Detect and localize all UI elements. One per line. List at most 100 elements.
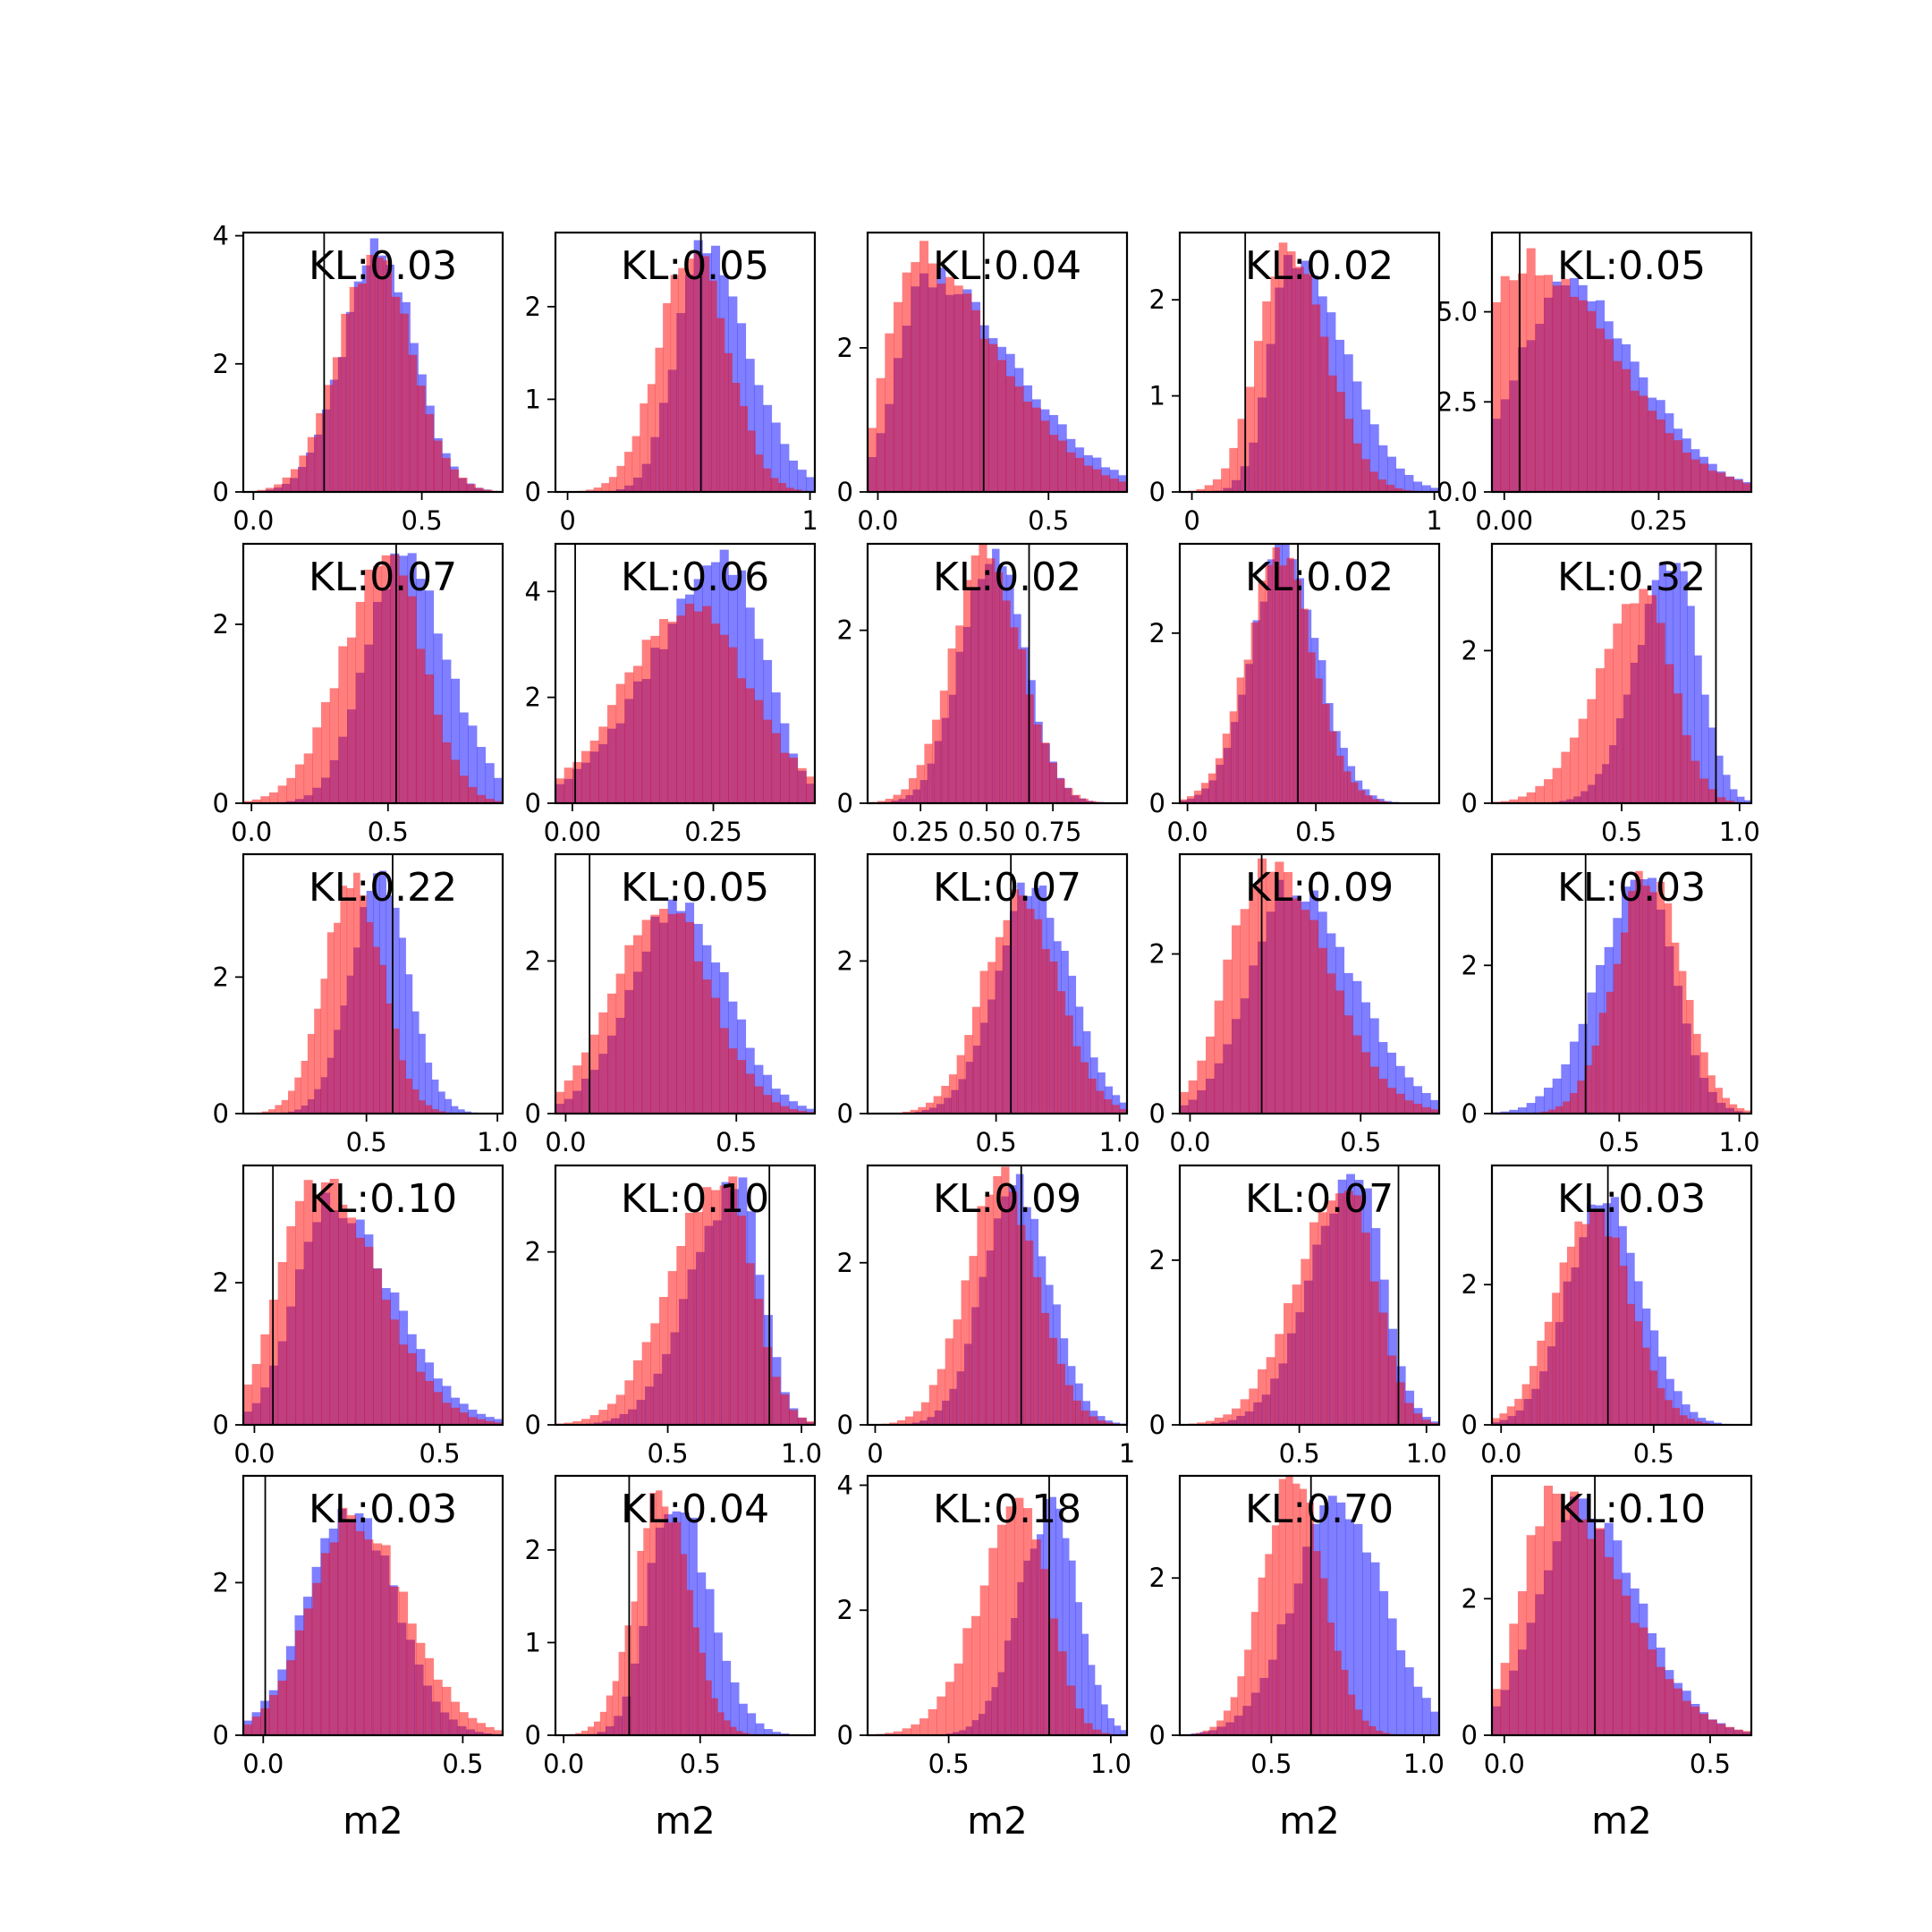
axes-frame [242,542,504,805]
red-histogram-bar [1243,659,1252,803]
red-histogram-bar [730,1726,737,1735]
red-histogram-bar [1272,547,1280,803]
histogram-bars [255,870,479,1114]
axes-frame [242,852,504,1115]
blue-histogram-bar [1384,801,1392,803]
red-histogram-bar [995,936,1004,1114]
blue-histogram-bar [1716,755,1724,803]
y-tick-label: 2 [837,615,853,646]
blue-histogram-bar [1690,1411,1699,1425]
red-histogram-bar [1096,1090,1105,1114]
red-histogram-bar [1622,369,1631,492]
red-histogram-bar [770,478,779,492]
red-histogram-bar [893,794,902,803]
red-histogram-bar [971,309,981,492]
red-histogram-bar [1049,1618,1059,1735]
red-histogram-bar [663,302,672,492]
red-histogram-bar [1222,733,1231,803]
red-histogram-bar [442,741,452,803]
red-histogram-bar [971,1615,981,1735]
red-histogram-bar [1262,301,1271,492]
red-histogram-bar [1352,1035,1362,1114]
red-histogram-bar [1097,1420,1106,1425]
kl-annotation: KL:0.04 [621,1487,769,1532]
red-histogram-bar [1195,1733,1204,1735]
red-histogram-bar [442,1402,452,1425]
red-histogram-bar [693,253,702,492]
red-histogram-bar [711,997,721,1114]
x-tick-label: 1.0 [1099,1127,1140,1157]
y-tick-label: 0 [213,1410,229,1440]
red-histogram-bar [581,1419,591,1425]
red-histogram-bar [1598,1013,1607,1114]
red-histogram-bar [789,1410,799,1425]
red-histogram-bar [624,1625,631,1735]
kl-annotation: KL:0.10 [309,1176,457,1222]
red-histogram-bar [1320,1578,1328,1735]
red-histogram-bar [693,961,703,1114]
red-histogram-bar [1509,799,1519,803]
red-histogram-bar [1656,419,1665,492]
red-histogram-bar [321,1182,331,1425]
red-histogram-bar [277,1262,287,1425]
red-histogram-bar [649,1492,657,1735]
x-tick-label: 1.0 [1406,1438,1447,1469]
histogram-bars [243,553,503,803]
y-tick-label: 2 [525,945,541,976]
red-histogram-bar [1430,1109,1439,1114]
red-histogram-bar [612,1681,620,1735]
blue-histogram-bar [1404,475,1414,492]
red-histogram-bar [719,1028,729,1114]
red-histogram-bar [555,1091,565,1114]
red-histogram-bar [316,413,325,492]
blue-histogram-bar [1062,1538,1070,1735]
red-histogram-bar [494,801,503,803]
red-histogram-bar [277,1681,287,1735]
axes-frame [866,1164,1129,1427]
red-histogram-bar [355,1530,365,1735]
blue-histogram-bar [1336,1502,1346,1735]
red-histogram-bar [431,1108,439,1114]
red-histogram-bar [643,1528,650,1735]
axes-frame [1490,231,1753,494]
red-histogram-bar [885,1733,894,1735]
kl-annotation: KL:0.22 [309,865,457,911]
red-histogram-bar [1244,1649,1252,1735]
red-histogram-bar [908,778,918,803]
blue-histogram-bar [797,1106,807,1114]
red-histogram-bar [1023,1508,1033,1735]
x-tick-label: 0.25 [684,817,742,847]
red-histogram-bar [1581,1224,1590,1425]
red-histogram-bar [1674,693,1683,803]
red-histogram-bar [692,1627,699,1735]
red-histogram-bar [606,1695,614,1735]
red-histogram-bar [615,973,625,1114]
red-histogram-bar [1674,1688,1683,1735]
blue-histogram-bar [1344,1519,1354,1735]
red-histogram-bar [924,743,933,803]
red-histogram-bar [615,683,625,803]
blue-histogram-bar [1049,1496,1057,1735]
blue-histogram-bar [1578,1023,1588,1114]
blue-histogram-bar [1395,468,1405,492]
red-histogram-bar [680,1554,688,1735]
blue-histogram-bar [419,1033,426,1114]
red-histogram-bar [459,775,469,803]
red-histogram-bar [1656,623,1665,803]
red-histogram-bar [459,1712,469,1735]
red-histogram-bar [451,1407,461,1425]
x-tick-label: 0.5 [928,1749,970,1779]
red-histogram-bar [676,1245,686,1425]
red-histogram-bar [261,1111,269,1114]
red-histogram-bar [251,1716,261,1735]
red-histogram-bar [251,799,261,803]
red-histogram-bar [1343,1191,1353,1425]
red-histogram-bar [1606,991,1614,1114]
red-histogram-bar [997,360,1007,492]
red-histogram-bar [919,241,929,492]
red-histogram-bar [1639,1627,1648,1735]
blue-histogram-bar [1430,487,1439,492]
blue-histogram-bar [1701,694,1709,803]
red-histogram-bar [399,1591,409,1735]
y-tick-label: 2 [837,1248,853,1278]
